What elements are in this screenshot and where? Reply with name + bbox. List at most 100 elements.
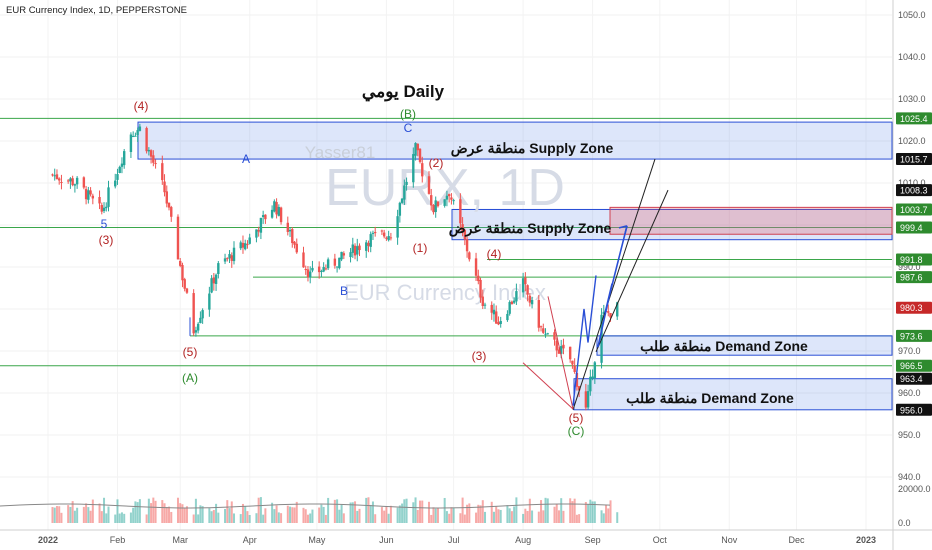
volume-bar [114, 514, 117, 523]
candle-body [66, 180, 70, 182]
candle-body [302, 252, 305, 268]
volume-bar [584, 502, 587, 523]
candle-body [573, 365, 576, 372]
candle-body [365, 242, 368, 251]
candle-body [553, 332, 556, 340]
candle-body [58, 178, 61, 181]
candle-body [275, 202, 278, 215]
zone-box [573, 378, 893, 411]
x-tick-label: Dec [789, 535, 806, 545]
wave-label: (5) [569, 411, 584, 425]
volume-bar [275, 505, 278, 523]
price-badge-text: 1003.7 [900, 205, 928, 215]
trend-line-red [522, 362, 574, 410]
zone-labels: منطقة عرض Supply Zone منطقة عرض Supply Zo… [449, 140, 808, 406]
zones [137, 121, 893, 411]
volume-bar [515, 497, 518, 523]
candle-body [279, 207, 283, 223]
candle-body [176, 216, 180, 260]
y-tick-label: 960.0 [898, 388, 921, 398]
candle-body [129, 134, 133, 153]
volume-bar [374, 514, 377, 523]
candle-body [120, 163, 124, 167]
volume-bar [327, 497, 330, 523]
candle-body [560, 346, 563, 354]
wave-label: (C) [568, 424, 585, 438]
volume-bar [152, 497, 155, 523]
volume-bar [575, 514, 578, 523]
candle-body [591, 376, 594, 379]
candle-body [145, 127, 148, 152]
candle-body [497, 322, 500, 325]
candle-body [264, 214, 267, 220]
candle-body [427, 176, 431, 194]
candle-body [208, 293, 211, 310]
volume-bar [434, 508, 437, 523]
volume-bar [544, 497, 547, 523]
volume-bar [73, 510, 76, 523]
candle-body [91, 195, 95, 199]
volume-bar [513, 506, 516, 523]
candle-body [131, 136, 135, 138]
volume-bar [490, 501, 493, 523]
candle-body [465, 239, 469, 252]
candle-body [463, 230, 467, 240]
volume-bar [215, 503, 218, 523]
candle-body [232, 247, 236, 262]
volume-bar [528, 498, 531, 523]
volume-bar [291, 507, 294, 523]
candle-body [562, 344, 565, 349]
volume-bar [105, 513, 108, 523]
candle-body [306, 269, 310, 278]
candle-body [414, 142, 417, 156]
volume-bar [587, 504, 590, 523]
volume-bar [262, 514, 265, 523]
candle-body [98, 197, 101, 204]
candle-body [405, 181, 408, 185]
candle-body [459, 199, 462, 224]
volume-bar [123, 513, 126, 523]
volume-bar [445, 511, 448, 523]
volume-bar [134, 501, 137, 523]
candle-body [257, 230, 260, 232]
price-badge-bg [896, 359, 932, 372]
candle-body [436, 201, 440, 207]
volume-bar [91, 499, 94, 523]
volume-bar [383, 510, 386, 523]
candle-body [416, 143, 419, 151]
volume-bar [302, 507, 305, 523]
candle-body [351, 244, 354, 253]
candle-body [333, 258, 337, 266]
volume-bar [226, 500, 229, 523]
volume-bar [557, 510, 560, 523]
candle-body [539, 326, 543, 328]
candle-body [273, 201, 276, 212]
grid [0, 0, 892, 530]
wave-label: (4) [487, 247, 502, 261]
volume-bar [129, 512, 132, 523]
volume-bar [452, 507, 455, 523]
candle-body [107, 187, 110, 207]
candle-body [468, 252, 471, 260]
price-badges: 1025.41015.71008.31003.7999.4991.8987.69… [896, 112, 932, 416]
volume-bar [475, 512, 478, 523]
candle-body [421, 163, 424, 177]
candle-body [214, 274, 218, 284]
candle-body [270, 209, 274, 218]
time-axis[interactable]: 2022 Feb Mar Apr May Jun Jul Aug Sep Oct Nov Dec 202… [0, 529, 932, 545]
x-tick-label: 2022 [38, 535, 58, 545]
watermarks: EURX, 1D EUR Currency Index Yasser81 [305, 143, 565, 305]
candle-body [122, 151, 126, 166]
candle-body [293, 241, 296, 245]
volume-bar [398, 505, 401, 523]
candle-body [447, 194, 451, 197]
volume-bar [468, 503, 471, 523]
candle-body [114, 180, 117, 187]
candle-body [528, 295, 532, 303]
x-tick-label: Aug [515, 535, 531, 545]
channel-lower-line [595, 189, 669, 353]
candle-body [304, 269, 307, 271]
price-badge-bg [896, 403, 932, 416]
volume-bar [304, 509, 307, 523]
